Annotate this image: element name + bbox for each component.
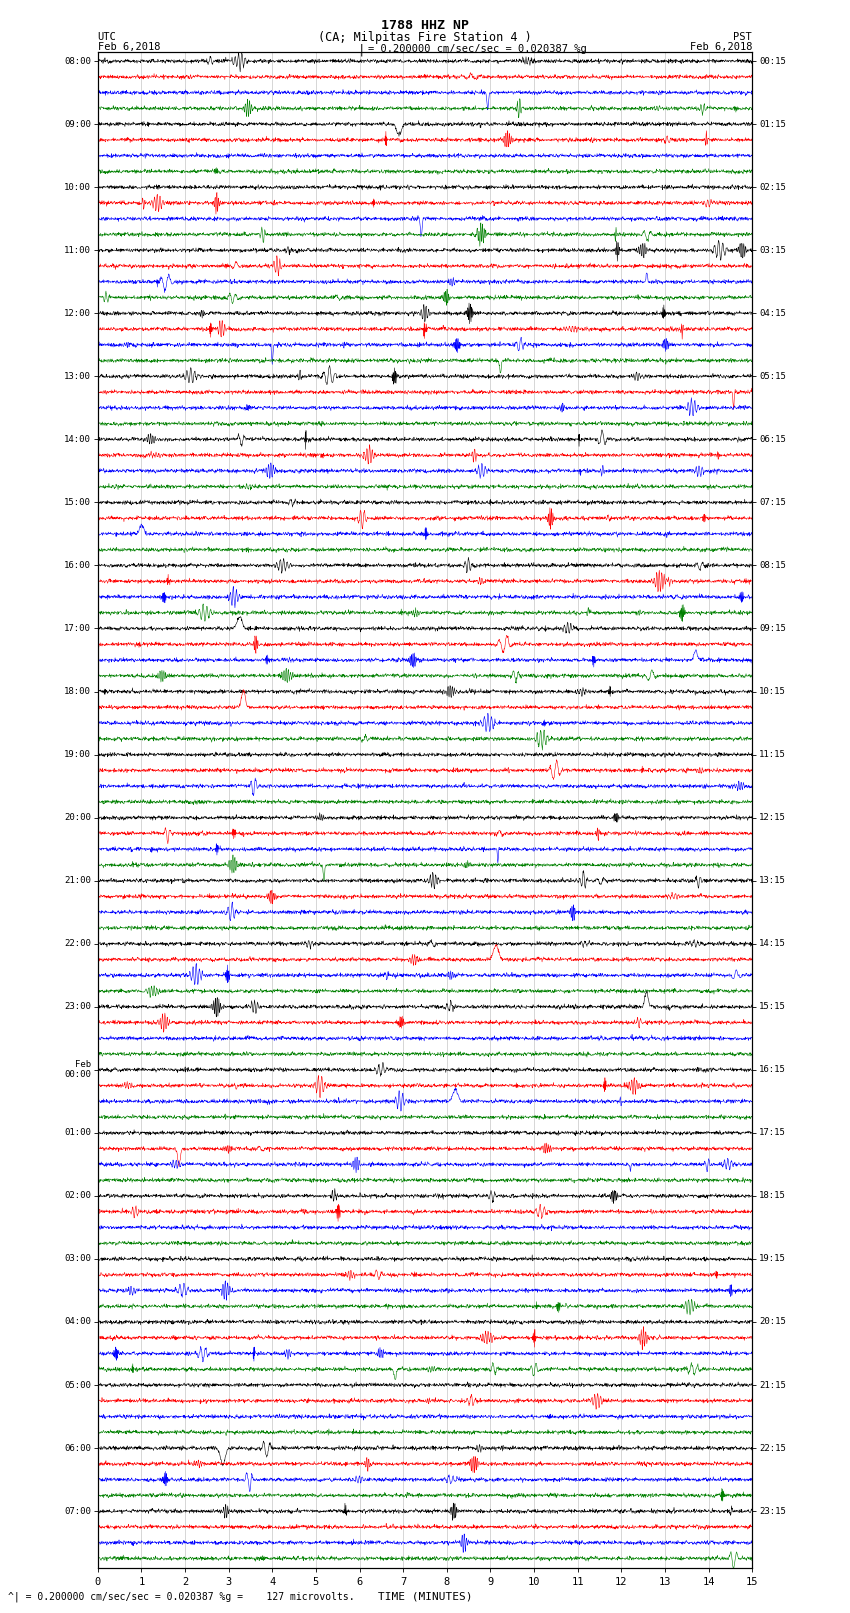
Text: UTC: UTC: [98, 32, 116, 42]
Text: |: |: [358, 44, 365, 56]
X-axis label: TIME (MINUTES): TIME (MINUTES): [377, 1590, 473, 1602]
Text: ^| = 0.200000 cm/sec/sec = 0.020387 %g =    127 microvolts.: ^| = 0.200000 cm/sec/sec = 0.020387 %g =…: [8, 1590, 355, 1602]
Text: Feb 6,2018: Feb 6,2018: [98, 42, 161, 52]
Text: (CA; Milpitas Fire Station 4 ): (CA; Milpitas Fire Station 4 ): [318, 31, 532, 44]
Text: 1788 HHZ NP: 1788 HHZ NP: [381, 19, 469, 32]
Text: PST: PST: [734, 32, 752, 42]
Text: Feb 6,2018: Feb 6,2018: [689, 42, 752, 52]
Text: = 0.200000 cm/sec/sec = 0.020387 %g: = 0.200000 cm/sec/sec = 0.020387 %g: [368, 44, 586, 53]
